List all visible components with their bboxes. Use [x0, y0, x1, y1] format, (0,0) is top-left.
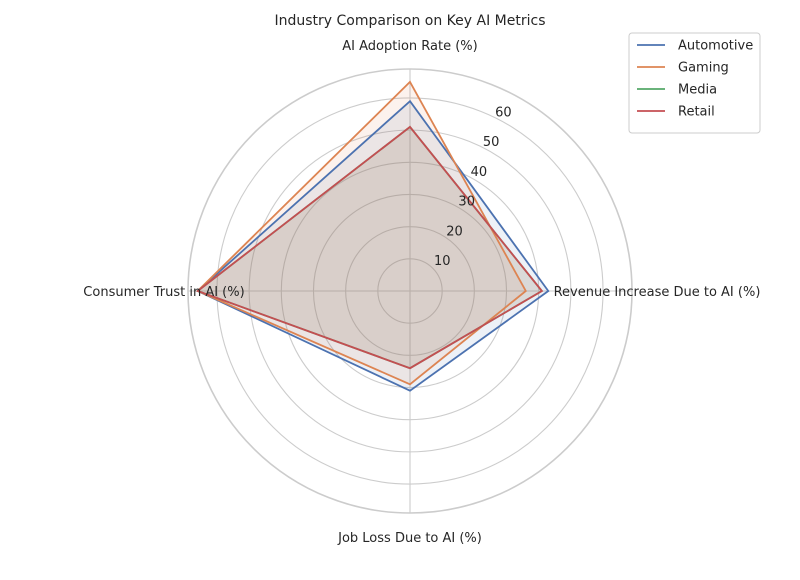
r-tick-label: 10: [434, 254, 451, 269]
r-tick-label: 50: [483, 135, 500, 150]
series-fill-gaming: [197, 81, 526, 385]
series-line-automotive: [196, 99, 550, 392]
legend-label: Automotive: [678, 39, 753, 54]
r-tick-label: 40: [471, 165, 488, 180]
series-fill-retail: [197, 126, 542, 369]
series-line-gaming: [196, 80, 527, 386]
series-line-retail: [195, 125, 544, 370]
r-tick-label: 20: [446, 224, 463, 239]
legend-frame: [628, 32, 761, 134]
label-layer: 10 20 30 40 50 60 AI Adoption Rate (%) Revenue …: [83, 39, 760, 546]
axis-label: Job Loss Due to AI (%): [337, 531, 482, 546]
series-fill-media: [197, 126, 542, 369]
series-layer: [195, 80, 550, 392]
grid-layer: [187, 68, 633, 514]
legend-label: Retail: [678, 105, 715, 120]
axis-label: Consumer Trust in AI (%): [83, 285, 244, 300]
r-tick-label: 60: [495, 105, 512, 120]
legend: Automotive Gaming Media Retail: [628, 32, 761, 134]
axis-label: AI Adoption Rate (%): [342, 39, 477, 54]
axis-label: Revenue Increase Due to AI (%): [554, 285, 761, 300]
legend-label: Media: [678, 83, 717, 98]
legend-label: Gaming: [678, 61, 729, 76]
chart-title: Industry Comparison on Key AI Metrics: [274, 13, 545, 29]
r-tick-label: 30: [458, 195, 475, 210]
